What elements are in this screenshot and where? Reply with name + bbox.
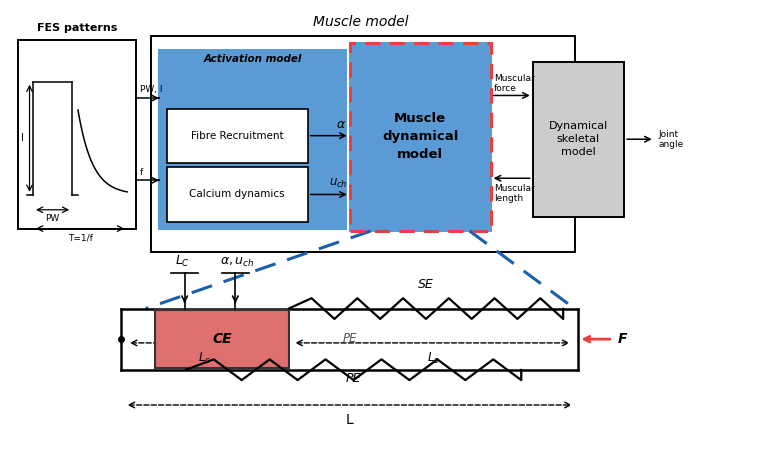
Text: Muscular
length: Muscular length	[494, 184, 535, 203]
Text: PW: PW	[45, 215, 60, 223]
Text: L: L	[346, 413, 353, 426]
Text: $L_C$: $L_C$	[175, 254, 190, 268]
Text: Muscle
dynamical
model: Muscle dynamical model	[382, 112, 458, 161]
Text: $u_{ch}$: $u_{ch}$	[329, 177, 347, 190]
Text: Activation model: Activation model	[204, 54, 302, 64]
Text: FES patterns: FES patterns	[37, 23, 118, 33]
Text: SE: SE	[418, 278, 434, 291]
Text: $\alpha, u_{ch}$: $\alpha, u_{ch}$	[220, 256, 254, 268]
Text: F: F	[618, 332, 627, 346]
Text: Muscular
force: Muscular force	[494, 74, 535, 93]
FancyBboxPatch shape	[167, 168, 308, 221]
Text: Fibre Recruitment: Fibre Recruitment	[191, 131, 283, 141]
Text: PE: PE	[343, 332, 357, 345]
Text: $\alpha$: $\alpha$	[336, 118, 346, 131]
Text: Muscle model: Muscle model	[313, 15, 409, 29]
Text: f: f	[140, 168, 144, 177]
Text: Calcium dynamics: Calcium dynamics	[190, 189, 285, 199]
FancyBboxPatch shape	[167, 109, 308, 163]
Text: $L_c$: $L_c$	[198, 350, 211, 366]
Text: PW, I: PW, I	[140, 85, 163, 94]
FancyBboxPatch shape	[155, 310, 289, 368]
FancyBboxPatch shape	[18, 40, 136, 228]
Text: CE: CE	[212, 332, 232, 346]
Text: I: I	[21, 133, 24, 143]
Text: T=1/f: T=1/f	[68, 233, 92, 242]
Text: $L_s$: $L_s$	[427, 350, 440, 366]
FancyBboxPatch shape	[533, 61, 624, 217]
Text: Joint
angle: Joint angle	[658, 129, 684, 149]
Text: PE: PE	[346, 372, 361, 385]
Text: Dynamical
skeletal
model: Dynamical skeletal model	[549, 121, 608, 158]
FancyBboxPatch shape	[159, 50, 346, 228]
FancyBboxPatch shape	[349, 43, 491, 231]
